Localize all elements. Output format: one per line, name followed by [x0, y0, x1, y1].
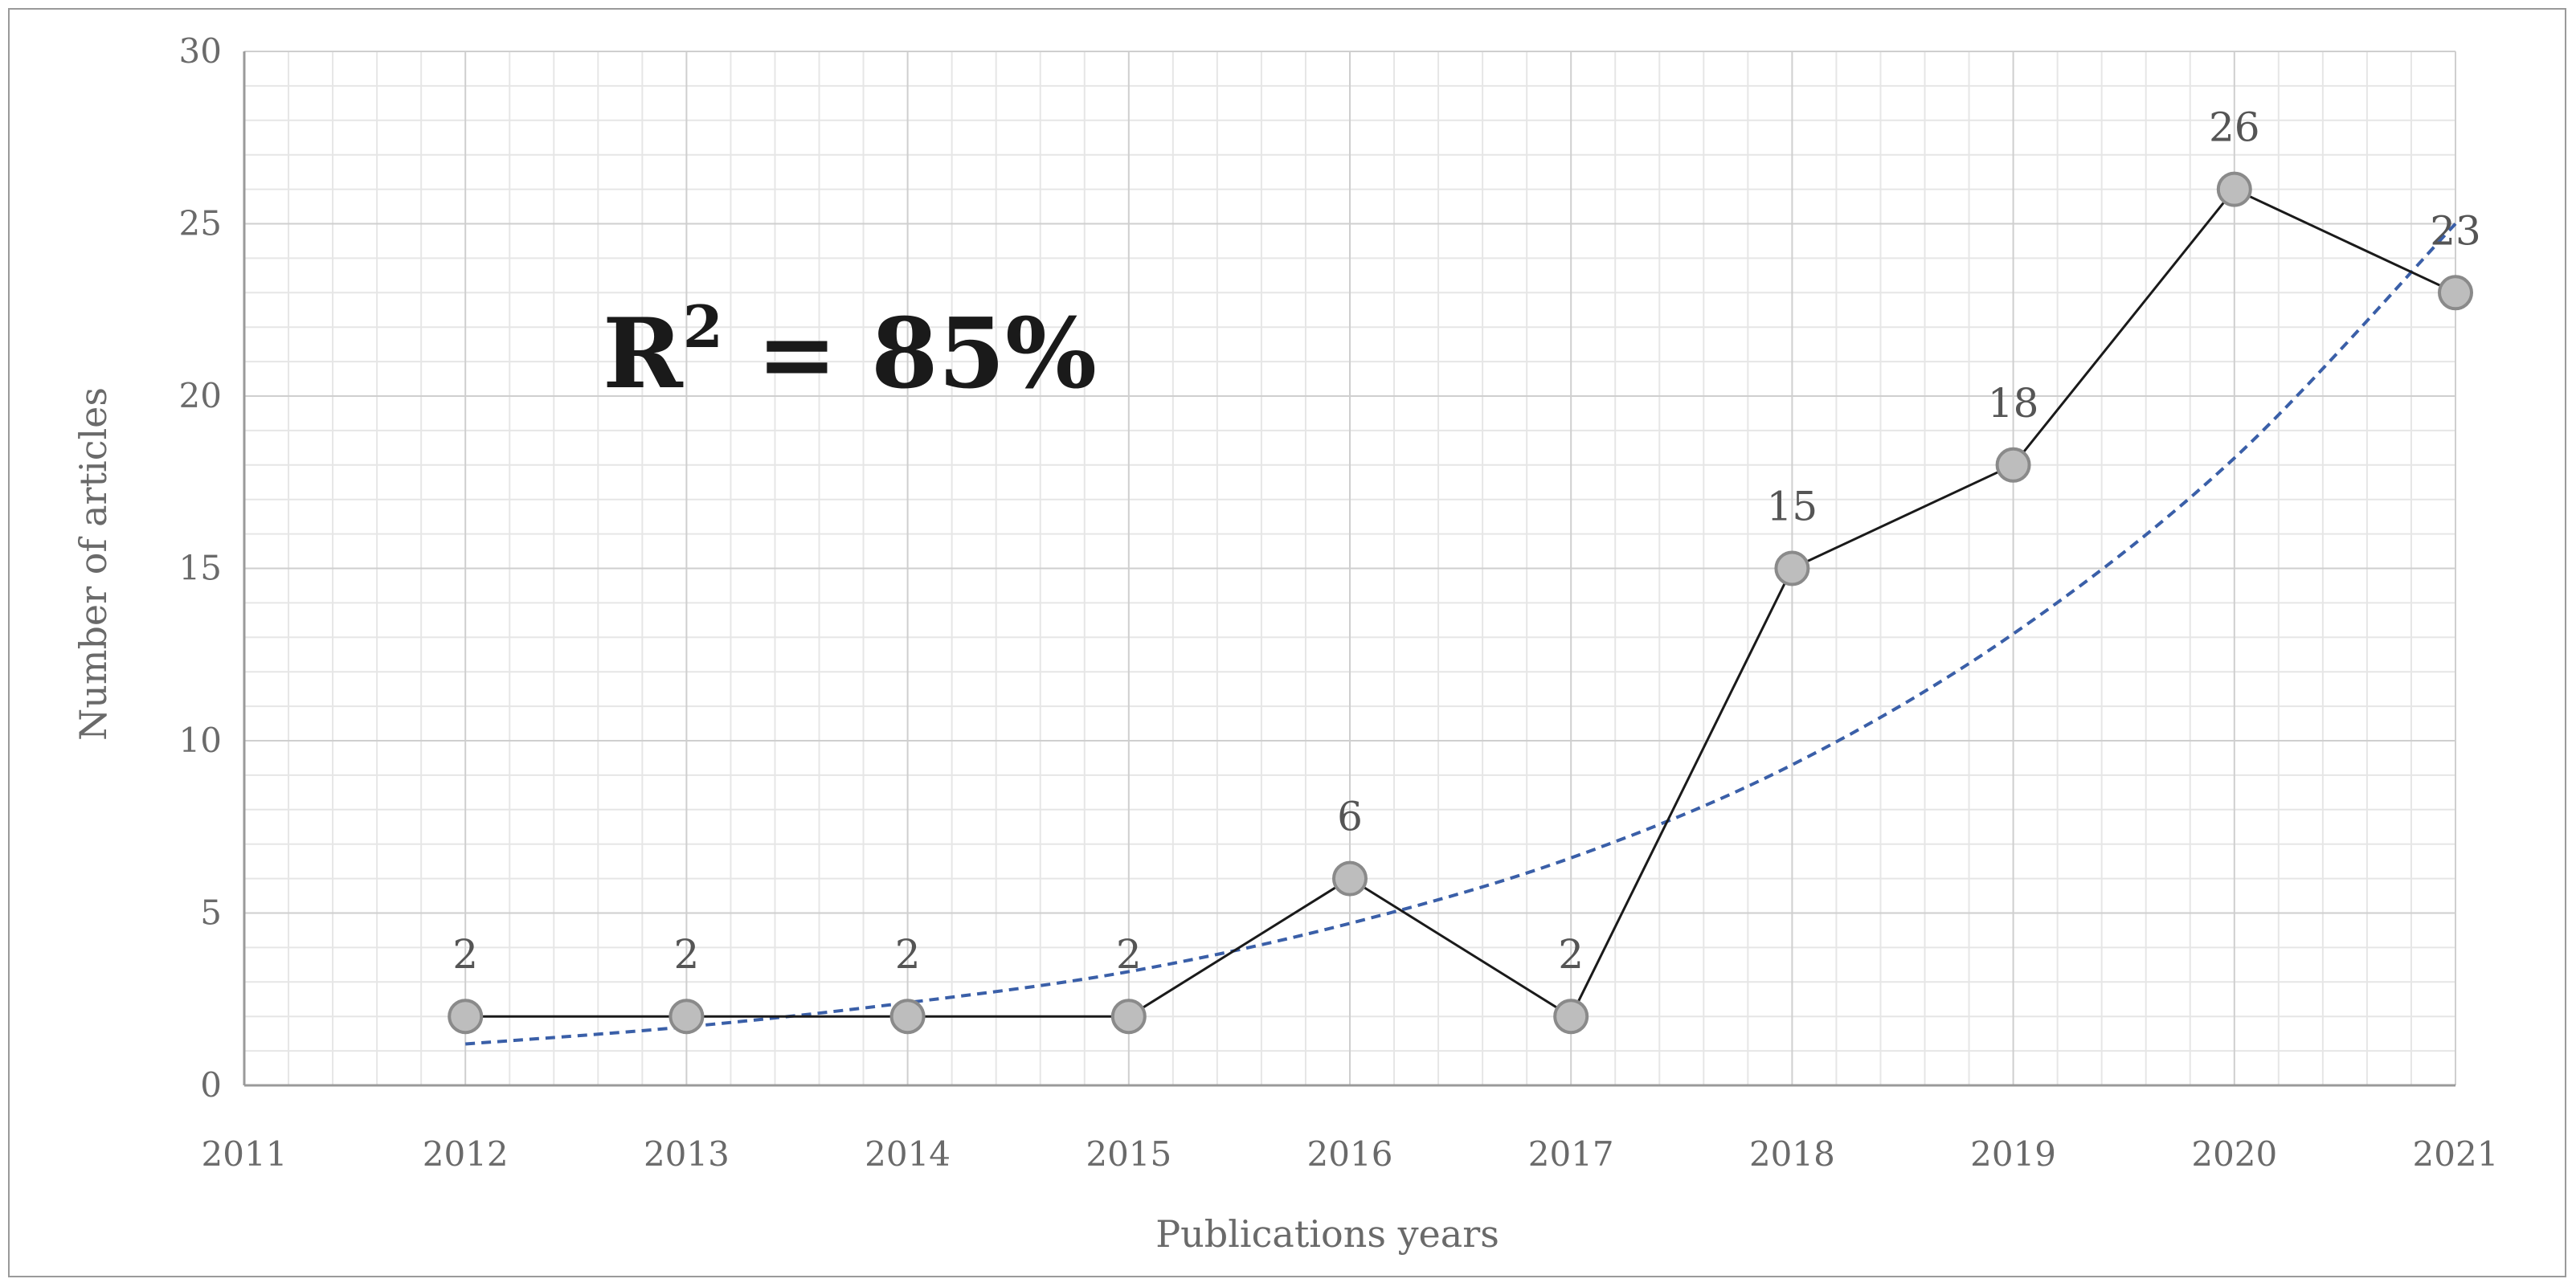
annotation-superscript: 2 [683, 292, 723, 361]
data-point-marker [1995, 447, 2031, 483]
x-tick-label: 2018 [1749, 1134, 1835, 1174]
y-tick-label: 5 [200, 893, 222, 933]
data-point-marker [1110, 999, 1147, 1035]
data-point-label: 23 [2430, 207, 2481, 254]
x-tick-label: 2015 [1086, 1134, 1171, 1174]
x-tick-label: 2021 [2413, 1134, 2499, 1174]
exponential-trendline [465, 223, 2457, 1046]
x-tick-label: 2019 [1970, 1134, 2056, 1174]
y-axis-title: Number of articles [72, 387, 115, 741]
series-markers [448, 171, 2473, 1035]
axes [243, 51, 2455, 1087]
data-point-marker [1553, 999, 1589, 1035]
annotation-base: R [603, 297, 684, 411]
x-tick-label: 2014 [865, 1134, 951, 1174]
x-tick-label: 2011 [202, 1134, 288, 1174]
y-tick-label: 10 [179, 721, 222, 760]
y-tick-label: 15 [179, 549, 222, 588]
data-point-marker [448, 999, 484, 1035]
data-point-marker [889, 999, 926, 1035]
data-point-label: 18 [1988, 380, 2039, 427]
major-gridlines [243, 51, 2456, 1086]
x-tick-labels: 2011 2012 2013 2014 2015 2016 2017 2018 2019 2020… [202, 1134, 2499, 1174]
r-squared-annotation: R2 = 85% [603, 292, 1097, 411]
data-point-label: 2 [673, 931, 699, 978]
series-polyline [465, 187, 2456, 1019]
x-tick-label: 2012 [423, 1134, 509, 1174]
data-point-label: 15 [1767, 484, 1818, 530]
data-point-marker [2216, 171, 2252, 207]
y-tick-labels: 0 5 10 15 20 25 30 [179, 31, 222, 1105]
data-point-label: 2 [1558, 931, 1584, 978]
data-point-label: 2 [452, 931, 478, 978]
y-tick-label: 0 [200, 1065, 222, 1105]
data-point-label: 2 [895, 931, 921, 978]
data-point-label: 26 [2209, 104, 2260, 151]
x-tick-label: 2017 [1528, 1134, 1614, 1174]
annotation-rest: = 85% [723, 297, 1097, 411]
data-point-marker [669, 999, 705, 1035]
y-tick-label: 30 [179, 31, 222, 71]
data-point-label: 6 [1337, 794, 1363, 840]
y-tick-label: 25 [179, 204, 222, 243]
series-line [465, 187, 2456, 1019]
y-tick-label: 20 [179, 376, 222, 415]
x-tick-label: 2016 [1307, 1134, 1393, 1174]
data-point-marker [1774, 550, 1810, 586]
x-tick-label: 2013 [644, 1134, 730, 1174]
data-point-marker [1332, 860, 1368, 897]
trendline [465, 223, 2457, 1046]
x-tick-label: 2020 [2191, 1134, 2277, 1174]
data-point-marker [2438, 275, 2473, 311]
x-axis-title: Publications years [1155, 1212, 1499, 1256]
chart-frame: 0 5 10 15 20 25 30 2011 2012 2013 2014 2015 2016 201… [8, 8, 2566, 1277]
data-point-label: 2 [1116, 931, 1142, 978]
